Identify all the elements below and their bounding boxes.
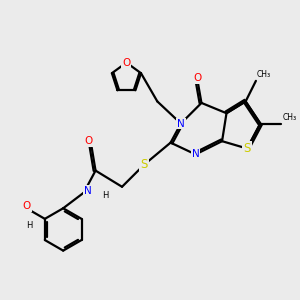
- Text: O: O: [23, 201, 31, 211]
- Text: N: N: [177, 118, 185, 128]
- Text: N: N: [84, 186, 92, 196]
- Text: O: O: [84, 136, 92, 146]
- Text: S: S: [243, 142, 251, 155]
- Text: S: S: [140, 158, 148, 171]
- Text: N: N: [192, 149, 200, 159]
- Text: H: H: [27, 221, 33, 230]
- Text: H: H: [102, 191, 108, 200]
- Text: CH₃: CH₃: [256, 70, 271, 79]
- Text: O: O: [122, 58, 130, 68]
- Text: O: O: [193, 73, 201, 83]
- Text: CH₃: CH₃: [282, 112, 296, 122]
